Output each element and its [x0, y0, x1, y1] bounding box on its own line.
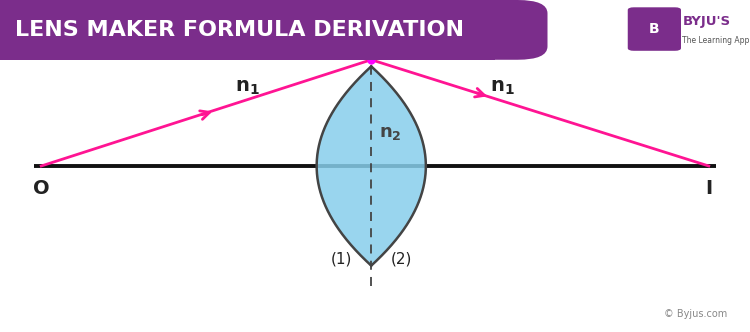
- Text: $\mathbf{n_1}$: $\mathbf{n_1}$: [236, 78, 260, 98]
- Text: O: O: [33, 179, 50, 198]
- FancyBboxPatch shape: [628, 7, 681, 51]
- Text: I: I: [705, 179, 712, 198]
- Text: © Byjus.com: © Byjus.com: [664, 309, 728, 319]
- Text: The Learning App: The Learning App: [682, 36, 750, 45]
- Bar: [0, 0, 495, 60]
- Polygon shape: [316, 66, 426, 266]
- Text: $\mathbf{n_2}$: $\mathbf{n_2}$: [379, 124, 401, 142]
- Text: LENS MAKER FORMULA DERIVATION: LENS MAKER FORMULA DERIVATION: [15, 20, 464, 40]
- FancyBboxPatch shape: [0, 0, 548, 60]
- Text: BYJU'S: BYJU'S: [682, 15, 730, 28]
- Text: $\mathbf{n_1}$: $\mathbf{n_1}$: [490, 78, 514, 98]
- Text: (2): (2): [391, 251, 412, 267]
- Text: (1): (1): [331, 251, 352, 267]
- Text: B: B: [649, 22, 659, 36]
